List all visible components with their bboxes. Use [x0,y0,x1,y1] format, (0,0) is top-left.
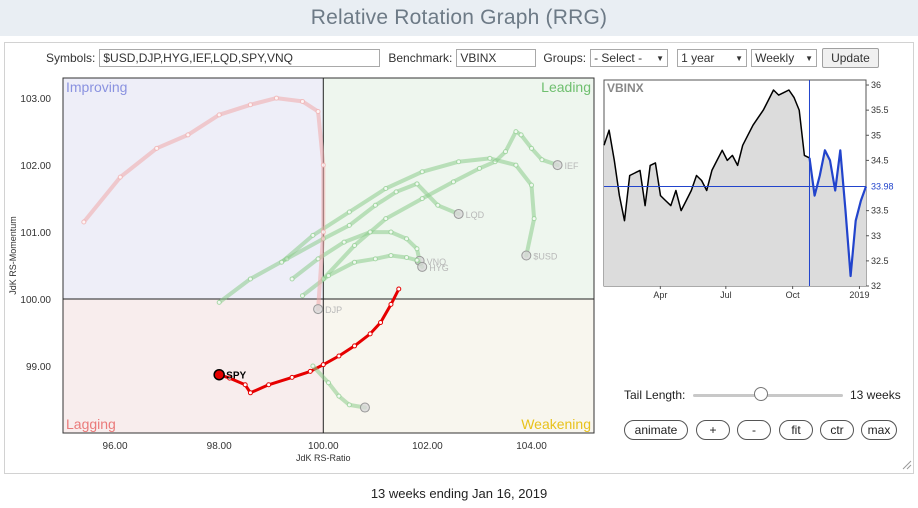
chevron-down-icon: ▼ [735,53,744,63]
groups-select[interactable]: - Select - ▼ [590,49,669,67]
tail-length-value: 13 weeks [850,388,901,402]
tail-length-track[interactable] [693,394,843,397]
symbols-input[interactable]: $USD,DJP,HYG,IEF,LQD,SPY,VNQ [99,49,381,67]
benchmark-input[interactable]: VBINX [456,49,537,67]
rrg-panel [4,42,914,474]
zoom-out-button[interactable]: - [737,420,771,440]
footer-caption: 13 weeks ending Jan 16, 2019 [370,486,548,501]
chevron-down-icon: ▼ [805,53,814,63]
symbols-label: Symbols: [46,51,96,65]
title-bar: Relative Rotation Graph (RRG) [0,0,918,36]
tail-length-label: Tail Length: [624,388,686,402]
zoom-in-button[interactable]: + [696,420,730,440]
toolbar: Symbols: $USD,DJP,HYG,IEF,LQD,SPY,VNQ Be… [46,48,879,68]
benchmark-label: Benchmark: [388,51,453,65]
frequency-select[interactable]: Weekly ▼ [751,49,818,67]
center-button[interactable]: ctr [820,420,854,440]
groups-label: Groups: [543,51,587,65]
period-select-value: 1 year [681,51,715,65]
maximize-button[interactable]: max [861,420,897,440]
tail-length-slider-thumb[interactable] [753,387,768,401]
page-title: Relative Rotation Graph (RRG) [310,6,608,29]
resize-handle-icon[interactable] [900,458,912,470]
groups-select-value: - Select - [594,51,643,65]
tail-length-control: Tail Length: 13 weeks [624,385,914,405]
period-select[interactable]: 1 year ▼ [677,49,748,67]
animate-button[interactable]: animate [624,420,688,440]
chevron-down-icon: ▼ [656,53,665,63]
fit-button[interactable]: fit [779,420,813,440]
frequency-select-value: Weekly [755,51,795,65]
update-button[interactable]: Update [822,48,879,68]
